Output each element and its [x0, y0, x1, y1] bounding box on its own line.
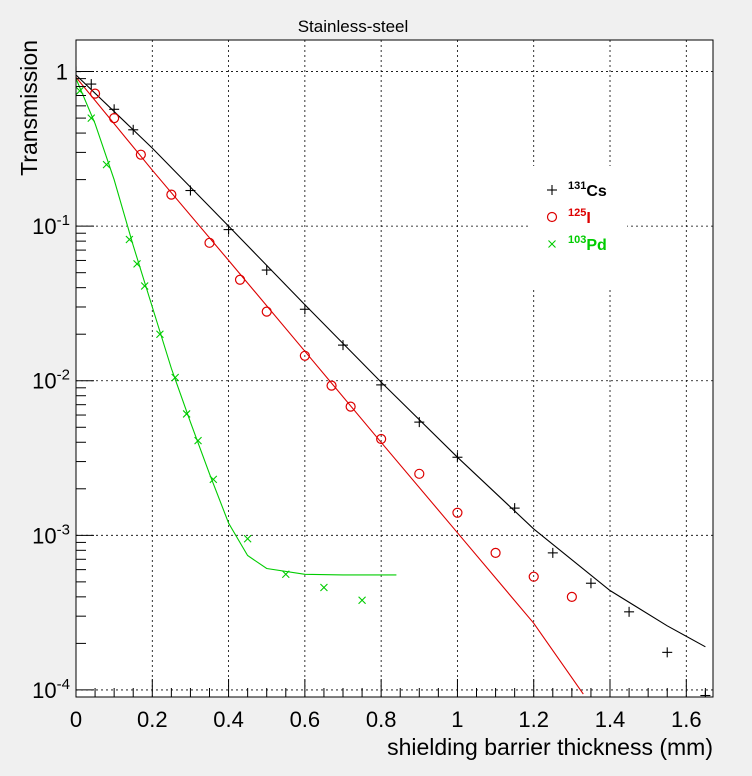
data-point-pd	[133, 259, 141, 268]
x-tick-label: 1.6	[671, 707, 702, 732]
data-point-cs	[662, 647, 673, 658]
fit-line-pd	[76, 78, 397, 576]
data-point-i	[326, 380, 337, 391]
data-point-i	[490, 547, 501, 558]
data-point-cs	[452, 452, 463, 463]
data-point-cs	[547, 547, 558, 558]
data-point-i	[345, 401, 356, 412]
data-point-i	[89, 88, 101, 99]
legend-entry-pd: 103Pd	[568, 234, 607, 254]
data-point-i	[299, 350, 310, 361]
legend-entry-i: 125I	[568, 207, 591, 227]
data-point-cs	[509, 503, 520, 514]
data-point-cs	[376, 379, 387, 390]
data-point-pd	[140, 282, 149, 290]
legend-box	[529, 166, 627, 290]
series-pd	[76, 78, 397, 605]
data-point-i	[528, 571, 539, 582]
data-point-i	[261, 306, 272, 317]
x-tick-label: 0	[70, 707, 82, 732]
data-point-pd	[171, 373, 180, 382]
series-i	[76, 76, 584, 695]
data-point-i	[566, 591, 577, 602]
data-point-cs	[624, 606, 635, 617]
x-tick-label: 0.8	[366, 707, 397, 732]
data-point-i	[204, 237, 215, 248]
axes: 0 0.2 0.4 0.6 0.8 1 1.2 1.4 1.6 1 10-1 10-2 10-3 10-4	[32, 60, 706, 732]
data-point-pd	[243, 534, 252, 543]
data-point-pd	[76, 86, 84, 95]
legend-marker-i	[546, 211, 558, 223]
data-point-pd	[194, 436, 202, 445]
chart-title: Stainless-steel	[298, 17, 409, 36]
data-point-cs	[414, 417, 425, 428]
x-tick-label: 1.4	[595, 707, 626, 732]
x-tick-label: 0.2	[137, 707, 168, 732]
data-point-i	[234, 274, 246, 285]
x-tick-label: 0.4	[213, 707, 244, 732]
data-point-cs	[86, 79, 97, 90]
data-point-pd	[125, 235, 134, 244]
x-axis-label: shielding barrier thickness (mm)	[387, 734, 713, 760]
data-point-cs	[109, 104, 120, 115]
fit-line-i	[76, 76, 584, 695]
data-point-i	[166, 189, 177, 200]
data-point-cs	[223, 224, 234, 235]
legend-marker-cs	[547, 185, 557, 195]
data-point-pd	[281, 570, 290, 579]
x-tick-label: 1	[451, 707, 463, 732]
data-point-cs	[128, 124, 139, 135]
data-point-i	[135, 149, 146, 160]
data-point-i	[109, 112, 120, 124]
data-point-pd	[182, 410, 191, 418]
y-tick-label: 10-3	[32, 521, 70, 548]
y-axis-label: Transmission	[16, 40, 42, 176]
plot-frame	[75, 39, 714, 698]
data-point-pd	[320, 583, 328, 592]
x-tick-label: 0.6	[290, 707, 321, 732]
data-point-cs	[299, 304, 310, 315]
data-point-cs	[261, 265, 272, 276]
series-layer	[76, 66, 711, 697]
data-point-pd	[156, 330, 164, 339]
y-tick-label: 10-4	[32, 676, 70, 703]
data-point-cs	[585, 578, 596, 589]
data-point-i	[376, 433, 387, 445]
legend-marker-pd	[548, 240, 556, 248]
legend-entry-cs: 131Cs	[568, 180, 607, 200]
y-tick-label: 10-1	[32, 212, 70, 239]
data-point-i	[414, 468, 425, 479]
data-point-pd	[87, 114, 96, 122]
legend: 131Cs 125I 103Pd	[529, 166, 627, 290]
series-cs	[76, 66, 711, 697]
x-tick-label: 1.2	[518, 707, 549, 732]
y-tick-label: 10-2	[32, 367, 70, 394]
data-point-cs	[185, 185, 196, 196]
data-point-pd	[102, 160, 111, 169]
data-point-pd	[209, 475, 218, 484]
data-point-pd	[358, 596, 366, 605]
data-point-i	[452, 507, 463, 518]
data-point-cs	[338, 340, 349, 351]
y-tick-label: 1	[56, 60, 68, 85]
